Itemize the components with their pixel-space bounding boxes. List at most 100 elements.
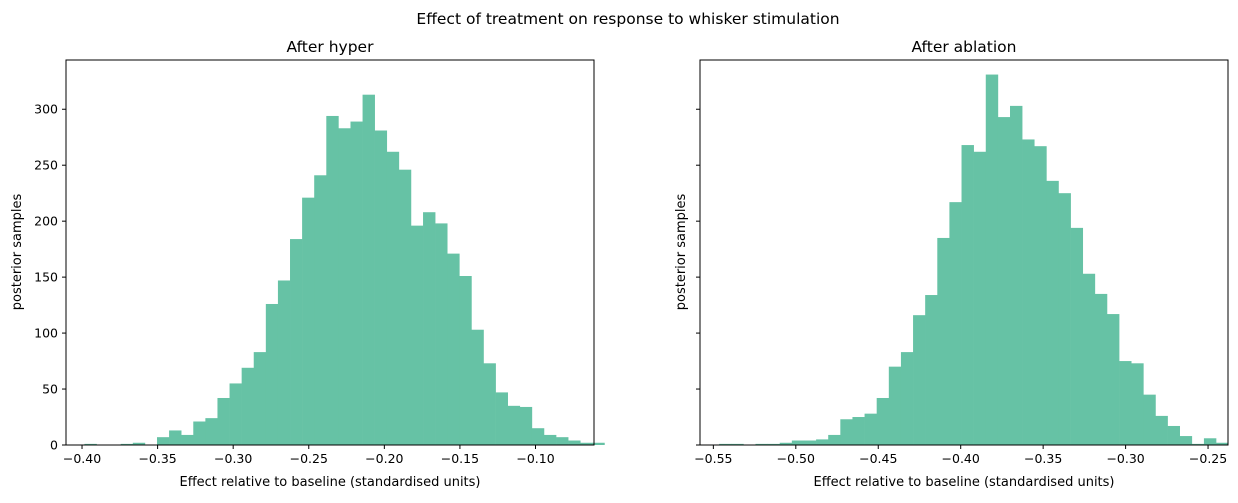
x-tick-label: −0.35	[1024, 451, 1062, 466]
histogram-bar	[816, 439, 829, 445]
histogram-after-hyper: After hyper −0.40 −0.35 −0.30 −0.25 −0.20 −0.…	[10, 38, 605, 490]
histogram-bar	[519, 406, 533, 445]
x-tick-label: −0.50	[777, 451, 815, 466]
y-axis-label: posterior samples	[674, 194, 689, 311]
histogram-bar	[1203, 438, 1217, 445]
histogram-bar	[1119, 361, 1132, 445]
histogram-bar	[169, 430, 182, 445]
histogram-bar	[157, 437, 170, 445]
histogram-bar	[828, 434, 841, 445]
histogram-bar	[459, 276, 472, 445]
histogram-bar	[731, 443, 744, 445]
histogram-bar	[338, 128, 351, 445]
histogram-bar	[568, 440, 581, 445]
histogram-bar	[937, 237, 950, 445]
histogram-bar	[592, 442, 605, 445]
x-tick-label: −0.25	[290, 451, 328, 466]
histogram-bar	[507, 405, 521, 445]
histogram-bar	[374, 130, 388, 445]
x-tick-label: −0.40	[942, 451, 980, 466]
histogram-bar	[779, 442, 793, 445]
histogram-bar	[961, 145, 974, 445]
histogram-bar	[840, 419, 853, 445]
x-tick-label: −0.40	[63, 451, 101, 466]
histogram-bar	[1010, 105, 1023, 445]
x-tick-label: −0.35	[138, 451, 176, 466]
histogram-bar	[290, 239, 303, 445]
y-tick-label: 300	[34, 102, 58, 117]
histogram-bar	[483, 363, 496, 445]
histogram-bar	[852, 417, 865, 445]
histogram-bar	[913, 315, 926, 445]
histogram-bar	[277, 280, 291, 445]
histogram-bar	[350, 121, 363, 445]
histogram-bar	[1058, 193, 1071, 445]
histogram-bar	[997, 117, 1011, 445]
histogram-bar	[120, 443, 134, 445]
histogram-bar	[1070, 227, 1084, 445]
histogram-bar	[447, 253, 460, 445]
histogram-bar	[386, 151, 400, 445]
histogram-bar	[229, 383, 242, 445]
histogram-bar	[410, 225, 424, 445]
histogram-bar	[719, 443, 732, 445]
histogram-bar	[362, 94, 375, 445]
y-tick-label: 250	[34, 158, 58, 173]
histogram-bar	[803, 440, 817, 445]
histogram-bar	[241, 367, 255, 445]
histogram-bar	[580, 442, 593, 445]
histogram-bar	[1034, 146, 1047, 445]
histogram-bar	[755, 443, 768, 445]
y-tick-label: 100	[34, 326, 58, 341]
histogram-bar	[217, 397, 230, 445]
histogram-bar	[435, 223, 448, 445]
histogram-bar	[326, 115, 339, 446]
histogram-bar	[949, 202, 962, 445]
subplot-title: After hyper	[287, 38, 375, 56]
histogram-bar	[205, 418, 218, 445]
y-tick-label: 200	[34, 214, 58, 229]
histogram-bar	[1167, 425, 1180, 445]
subplot-title: After ablation	[912, 38, 1017, 56]
histogram-bar	[265, 303, 279, 445]
histogram-bar	[1131, 363, 1144, 445]
x-axis-label: Effect relative to baseline (standardise…	[813, 475, 1114, 490]
x-tick-label: −0.30	[1106, 451, 1144, 466]
histogram-bar	[302, 197, 315, 445]
x-axis-label: Effect relative to baseline (standardise…	[179, 475, 480, 490]
histogram-bar	[1216, 442, 1229, 445]
x-tick-label: −0.55	[694, 451, 732, 466]
histogram-bar	[314, 175, 327, 445]
histogram-bar	[1094, 293, 1108, 445]
y-tick-label: 150	[34, 270, 58, 285]
axes-frame	[65, 59, 595, 446]
histogram-bar	[973, 151, 987, 445]
histogram-bar	[1046, 180, 1059, 445]
x-tick-label: −0.20	[365, 451, 403, 466]
y-axis-label: posterior samples	[10, 194, 25, 311]
x-tick-label: −0.10	[516, 451, 554, 466]
histogram-bar	[398, 169, 412, 445]
histogram-bar	[1179, 436, 1193, 445]
histogram-bar	[1082, 273, 1096, 445]
histogram-bar	[791, 440, 805, 445]
histogram-bar	[556, 437, 569, 445]
histogram-bar	[193, 421, 206, 445]
histogram-bar	[423, 212, 436, 445]
histogram-bar	[84, 443, 97, 445]
x-tick-label: −0.15	[441, 451, 479, 466]
x-tick-label: −0.45	[859, 451, 897, 466]
histogram-bar	[925, 295, 938, 445]
histogram-bar	[471, 329, 484, 445]
histogram-bar	[495, 392, 508, 445]
histogram-bar	[985, 74, 999, 446]
y-tick-label: 0	[50, 438, 58, 453]
axes-frame	[699, 59, 1229, 446]
histogram-bar	[864, 413, 877, 445]
histogram-bar	[888, 366, 902, 445]
x-tick-label: −0.30	[214, 451, 252, 466]
histogram-bar	[1191, 443, 1205, 445]
histogram-bar	[1155, 415, 1168, 445]
histogram-bar	[900, 352, 914, 445]
histogram-bar	[543, 434, 557, 445]
